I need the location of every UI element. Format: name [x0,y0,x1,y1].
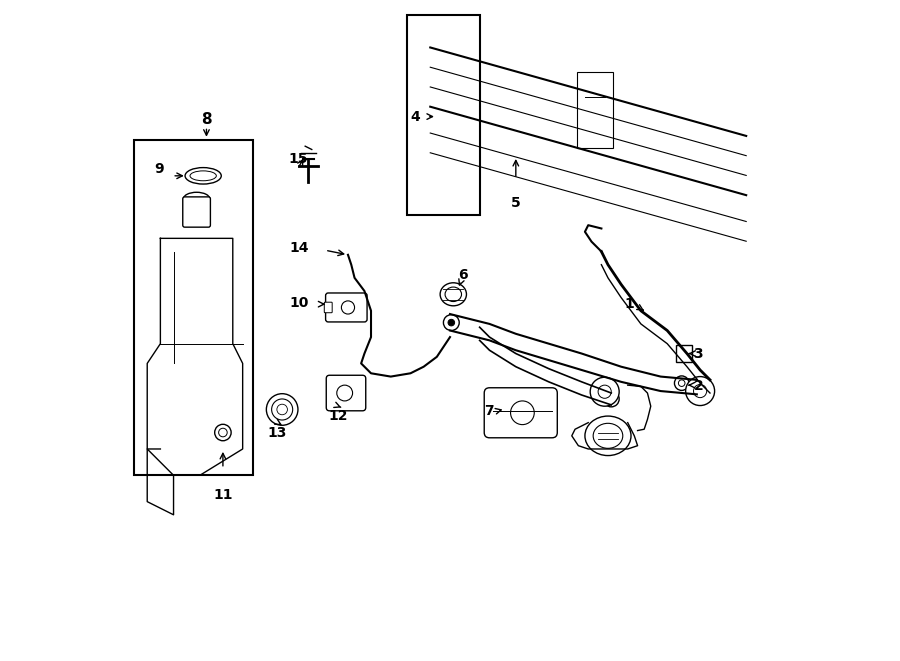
Text: 1: 1 [625,297,634,311]
Ellipse shape [272,399,292,420]
Bar [134,139,253,475]
Text: 8: 8 [201,112,212,128]
Ellipse shape [266,394,298,425]
Text: 6: 6 [458,268,468,282]
Text: 14: 14 [289,241,309,255]
Text: 9: 9 [154,162,164,176]
FancyBboxPatch shape [326,293,367,322]
FancyBboxPatch shape [324,302,332,313]
Circle shape [341,301,355,314]
Circle shape [603,391,619,407]
Ellipse shape [219,428,227,437]
Bar [407,15,480,215]
Circle shape [448,319,454,326]
Circle shape [598,385,611,399]
Text: 2: 2 [694,379,703,393]
Text: 3: 3 [694,346,703,360]
Circle shape [686,377,715,406]
Ellipse shape [190,171,216,180]
FancyBboxPatch shape [676,345,691,362]
Ellipse shape [277,405,287,414]
Text: 15: 15 [289,153,309,167]
Text: 4: 4 [410,110,420,124]
Circle shape [608,396,615,403]
FancyBboxPatch shape [484,388,557,438]
Text: 12: 12 [328,409,348,424]
Circle shape [337,385,353,401]
Ellipse shape [215,424,231,441]
Ellipse shape [585,416,631,455]
Text: 11: 11 [213,488,233,502]
Circle shape [444,315,459,330]
Circle shape [688,379,705,395]
Ellipse shape [440,283,466,306]
Text: 13: 13 [268,426,287,440]
FancyBboxPatch shape [577,73,613,147]
Circle shape [694,384,700,391]
Ellipse shape [446,287,462,301]
Ellipse shape [679,380,685,387]
Text: 7: 7 [484,404,493,418]
FancyBboxPatch shape [327,375,365,410]
Circle shape [510,401,535,424]
Circle shape [590,377,619,407]
Ellipse shape [593,423,623,448]
Text: 5: 5 [511,196,521,210]
Circle shape [694,385,706,398]
Ellipse shape [184,192,210,206]
Ellipse shape [185,168,221,184]
Text: 10: 10 [289,296,309,310]
FancyBboxPatch shape [183,197,211,227]
Ellipse shape [674,376,688,391]
